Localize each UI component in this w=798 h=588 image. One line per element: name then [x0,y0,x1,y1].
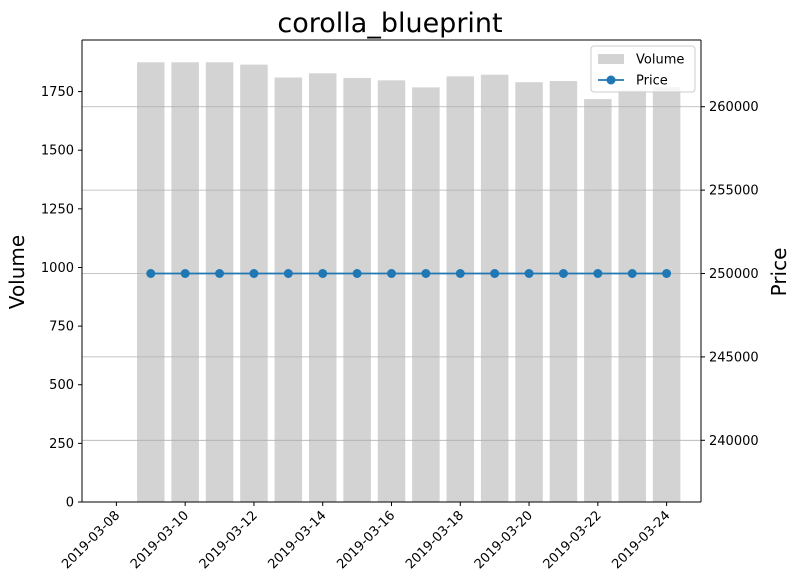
y2-tick-label: 245000 [709,350,759,365]
y2-tick-label: 260000 [709,100,759,115]
volume-bar [137,62,165,502]
y-tick-label: 1000 [41,261,74,276]
y-axis-label: Volume [5,235,29,309]
x-tick-label: 2019-03-24 [609,508,673,572]
volume-bar [240,64,268,503]
volume-bar [412,87,440,503]
x-tick-label: 2019-03-20 [472,508,536,572]
price-point [318,269,328,278]
price-point [146,269,156,278]
volume-bars [137,62,681,503]
price-point [558,269,568,278]
x-tick-label: 2019-03-18 [403,508,467,572]
chart-title: corolla_blueprint [277,8,502,39]
x-tick-label: 2019-03-16 [334,508,398,572]
y-tick-label: 250 [49,437,74,452]
volume-bar [480,74,509,503]
y-tick-label: 1750 [41,85,74,100]
legend: Volume Price [590,45,696,93]
volume-bar [377,80,406,502]
price-point [283,269,293,278]
x-tick-label: 2019-03-10 [128,508,192,572]
volume-bar [584,99,612,502]
y2-tick-label: 255000 [709,184,759,199]
volume-bar [652,86,681,503]
y-tick-label: 1250 [41,202,74,217]
legend-volume-swatch [598,54,624,64]
price-point [421,269,431,278]
price-point [387,269,396,278]
volume-bar [549,81,578,502]
y-tick-label: 500 [49,378,74,393]
volume-bar [446,76,475,502]
x-tick-label: 2019-03-12 [197,508,261,572]
price-line-series [146,269,672,278]
price-point [627,269,637,278]
price-point [180,269,190,278]
price-point [593,269,603,278]
y2-axis-label: Price [767,248,791,297]
y2-tick-label: 250000 [709,267,759,282]
x-tick-label: 2019-03-08 [59,508,123,572]
y-tick-label: 1500 [41,144,74,159]
volume-bar [171,62,199,502]
x-tick-label: 2019-03-22 [541,508,605,572]
legend-price-label: Price [636,74,668,89]
price-point [352,269,362,278]
volume-bar [515,82,543,503]
y-tick-label: 750 [49,320,74,335]
y2-tick-label: 240000 [709,434,759,449]
price-point [524,269,534,278]
price-point [455,269,465,278]
volume-bar [343,77,371,503]
legend-price-marker [606,75,616,85]
volume-bar [618,90,646,503]
price-point [490,269,500,278]
volume-bar [274,77,303,503]
volume-bar [205,62,234,502]
legend-volume-label: Volume [636,53,684,68]
price-point [249,269,259,278]
y-tick-label: 0 [66,496,74,511]
x-tick-label: 2019-03-14 [266,508,330,572]
price-point [215,269,225,278]
volume-bar [308,73,337,503]
price-point [662,269,672,278]
